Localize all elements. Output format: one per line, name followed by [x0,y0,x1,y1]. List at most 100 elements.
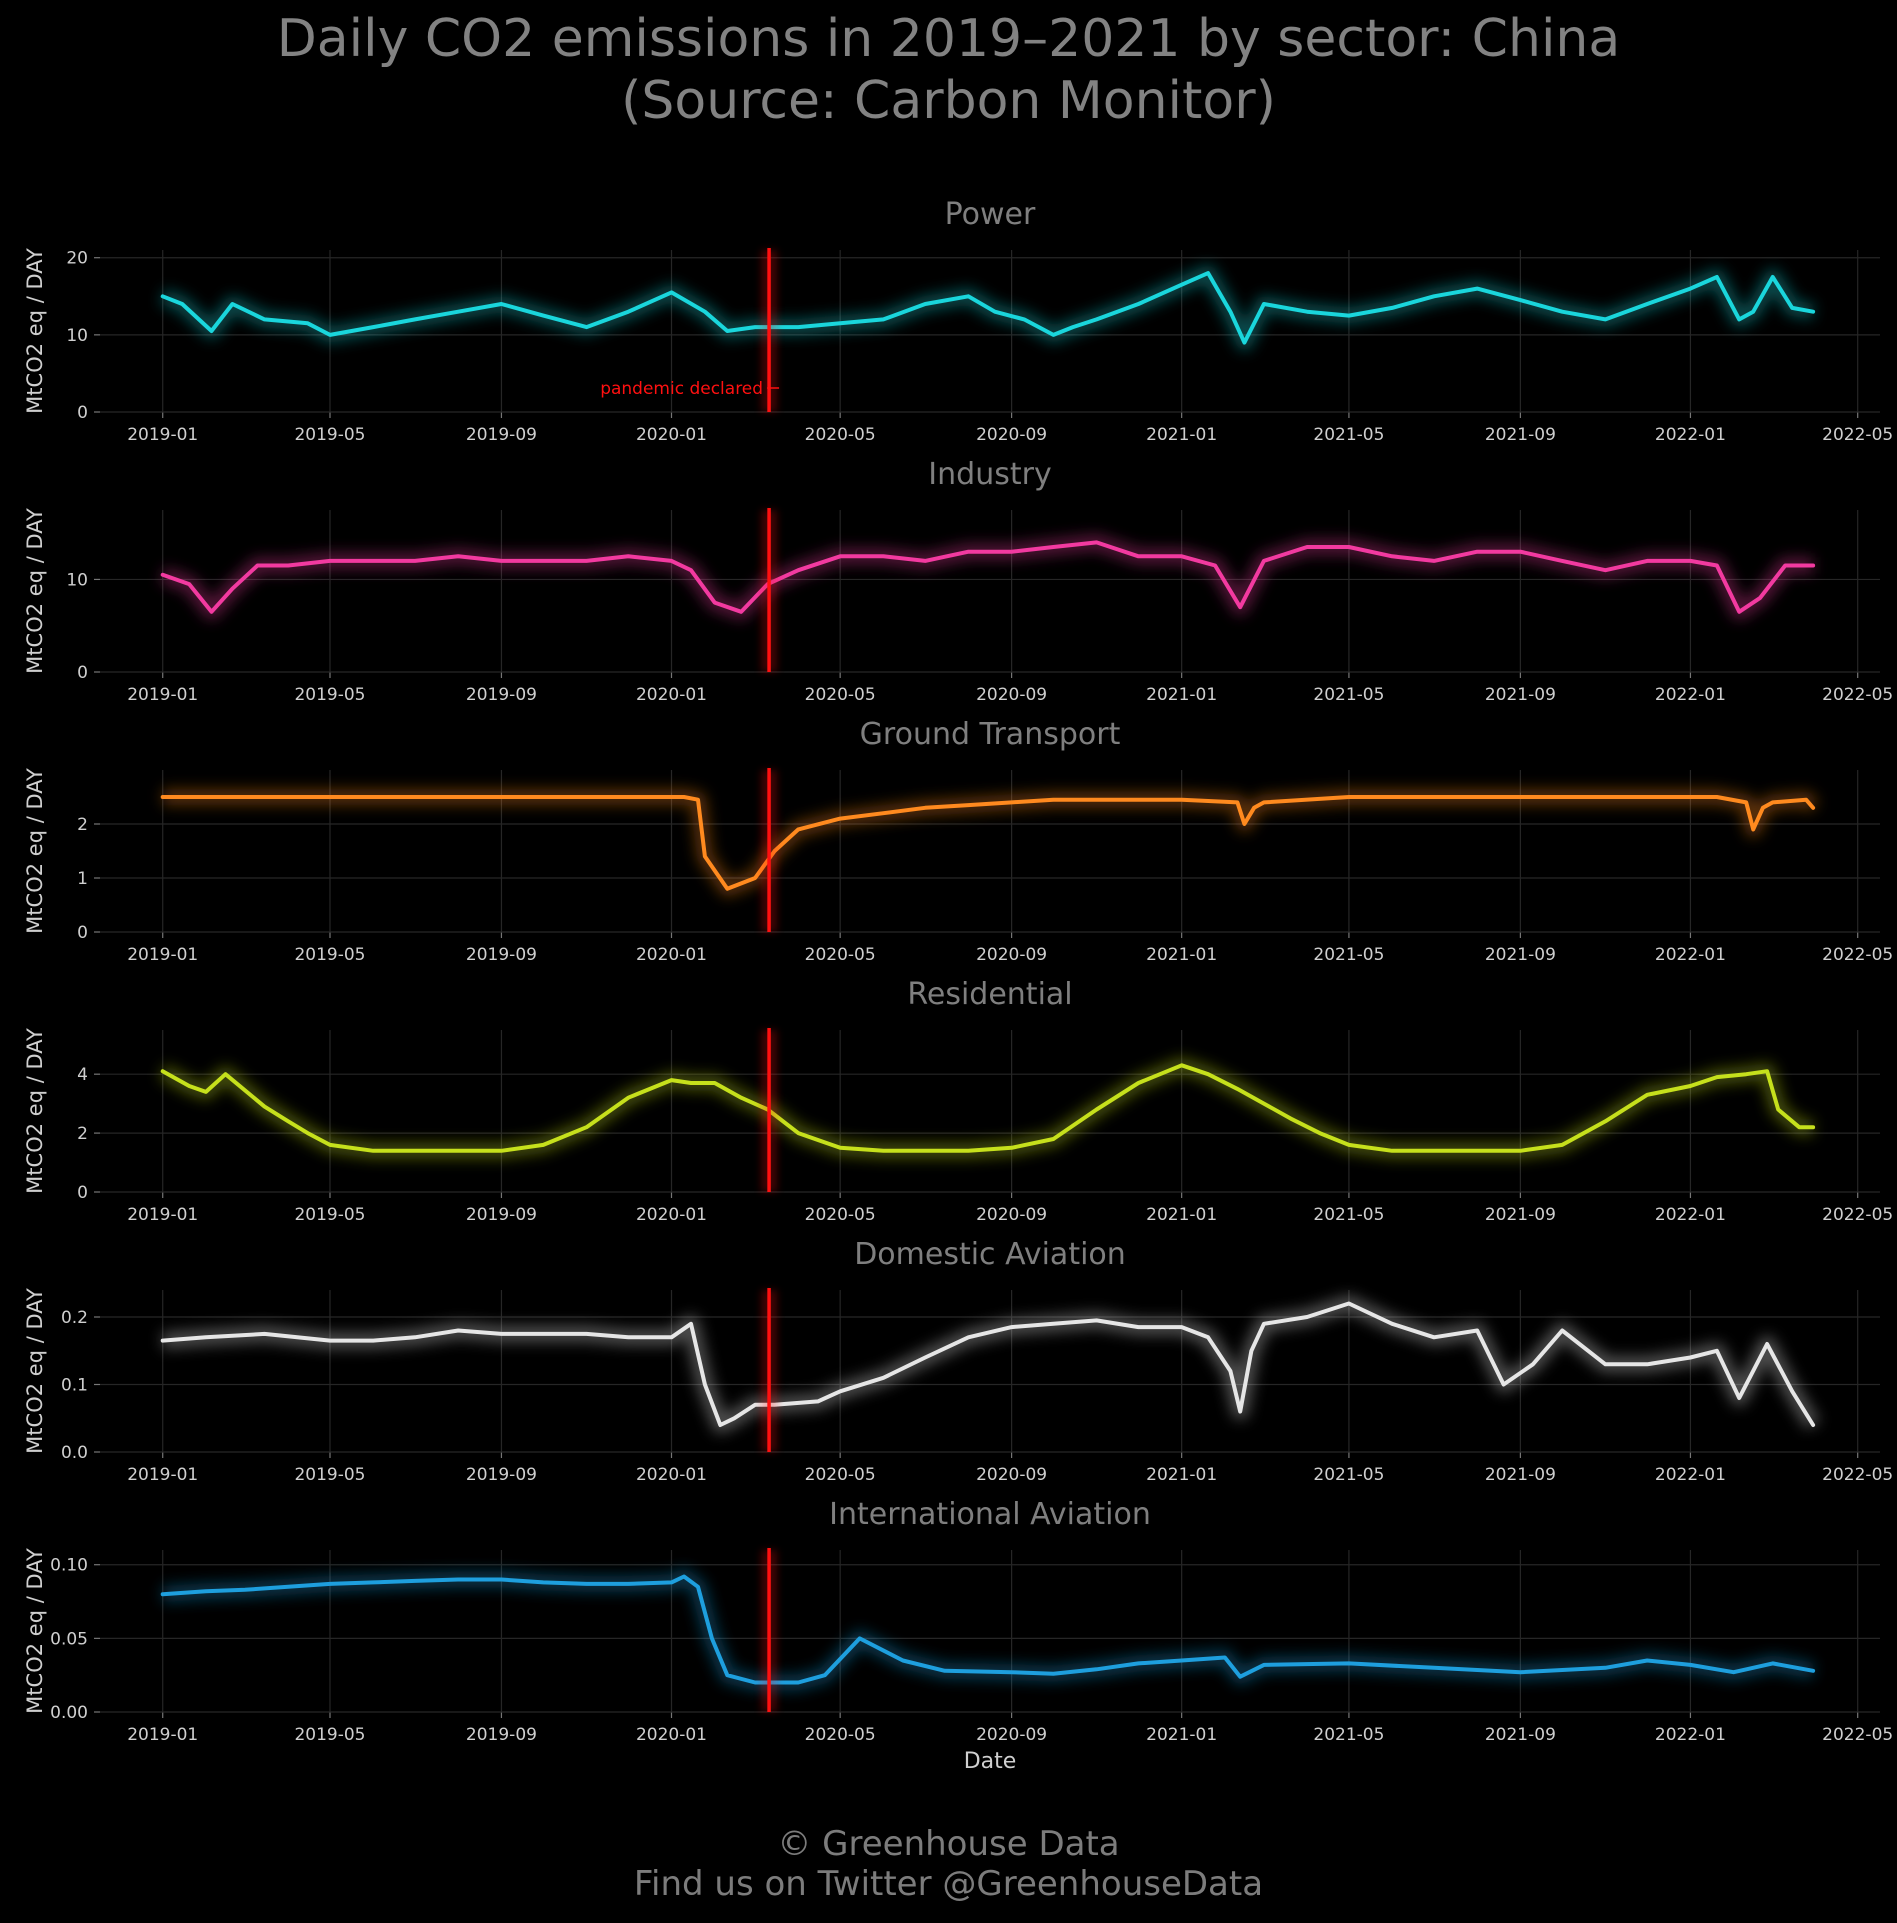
panel-domestic-aviation: Domestic Aviation 2019-01 2019-05 2019-09 20… [23,1237,1893,1485]
data-point [1603,317,1607,321]
data-point [1136,1325,1140,1329]
x-tick-label: 2020-01 [636,685,707,705]
data-point [1095,1318,1099,1322]
panel-title: Power [945,197,1036,232]
x-tick-label: 2021-09 [1485,1465,1556,1485]
data-point [1136,798,1140,802]
event-label: pandemic declared [600,379,763,399]
y-axis-label: MtCO2 eq / DAY [23,508,47,674]
data-point [1010,550,1014,554]
data-point [1688,559,1692,563]
data-point [1242,822,1246,826]
data-point [689,1081,693,1085]
data-point [1051,333,1055,337]
data-point [725,329,729,333]
y-tick-label: 10 [66,570,88,590]
data-point [1249,1349,1253,1353]
data-point [1180,1063,1184,1067]
data-point [243,1588,247,1592]
x-tick-label: 2020-01 [636,945,707,965]
data-point [923,302,927,306]
data-point [584,1332,589,1336]
data-point [1804,798,1808,802]
data-point [328,1143,332,1147]
y-tick-label: 0.1 [61,1376,88,1396]
data-point [710,1636,714,1640]
data-point [1475,1149,1479,1153]
data-point [713,601,717,605]
data-point [1737,610,1741,614]
data-point [1180,1325,1184,1329]
x-tick-label: 2022-01 [1655,945,1726,965]
x-tick-label: 2020-05 [805,425,876,445]
data-point [669,1078,674,1082]
data-point [1518,795,1522,799]
data-point [626,1335,630,1339]
data-point [1180,1658,1184,1663]
data-point [1347,1661,1351,1665]
series-glow [162,1295,1820,1433]
data-point [1811,806,1815,810]
x-tick-label: 2021-01 [1146,685,1217,705]
x-tick-label: 2019-09 [466,1725,537,1745]
data-point [838,1389,842,1393]
data-point [1771,1661,1775,1665]
data-point [1715,795,1719,799]
data-point [923,1355,927,1360]
x-tick-label: 2022-01 [1655,1465,1726,1485]
data-point [1095,540,1099,545]
data-point [499,795,503,799]
x-tick-label: 2019-05 [294,425,365,445]
data-point [1180,798,1184,802]
x-tick-label: 2019-09 [466,945,537,965]
x-tick-label: 2021-01 [1146,425,1217,445]
data-point [1811,563,1815,568]
data-point [1737,1396,1741,1400]
data-point [993,310,997,314]
data-point [881,811,886,815]
data-point [223,1072,228,1076]
data-point [187,582,191,586]
data-point [1715,1075,1719,1079]
data-point [1744,800,1748,805]
x-tick-label: 2020-05 [805,945,876,965]
x-tick-label: 2020-09 [976,685,1047,705]
data-point [1432,1335,1436,1339]
data-point [1771,800,1775,805]
data-point [1560,559,1564,563]
y-tick-label: 0.05 [50,1629,88,1649]
data-point [1560,1143,1564,1147]
panel-industry: Industry 2019-01 2019-05 2019-09 2020-01 2020… [23,457,1893,705]
data-point [541,559,545,563]
x-tick-label: 2019-05 [294,685,365,705]
data-point [1518,1149,1522,1153]
data-point [1732,1670,1736,1674]
data-point [1603,1362,1607,1366]
data-point [161,1339,165,1343]
footer: © Greenhouse Data Find us on Twitter @Gr… [0,1824,1897,1904]
data-point [1603,1119,1607,1123]
data-point [1305,545,1309,549]
data-point [1262,1322,1266,1326]
data-point [753,1680,757,1685]
data-point [1645,1362,1649,1366]
data-point [262,1332,267,1336]
data-point [1213,563,1217,568]
data-point [626,310,630,314]
data-point [669,559,674,563]
data-point [1051,1137,1055,1141]
data-point [838,321,842,325]
data-point [753,325,757,329]
data-point [541,1580,545,1584]
data-point [1010,1670,1014,1674]
data-point [584,1125,589,1129]
data-point [1475,550,1479,554]
x-tick-label: 2020-01 [636,425,707,445]
y-tick-label: 0.00 [50,1703,88,1723]
data-point [1136,1081,1140,1085]
data-point [204,1090,208,1094]
data-point [584,1582,589,1586]
data-point [262,1105,267,1109]
x-tick-label: 2022-05 [1822,685,1893,705]
data-point [881,1376,886,1380]
